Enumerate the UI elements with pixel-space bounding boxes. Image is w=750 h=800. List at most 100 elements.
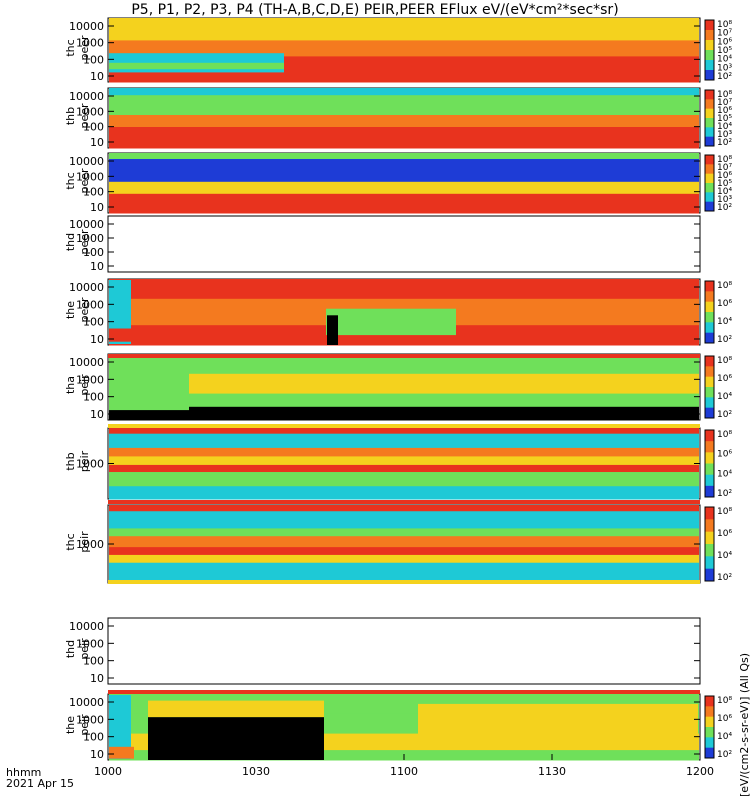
colorbar-tick-label: 10²: [717, 72, 732, 82]
status-bar: [108, 500, 700, 504]
colorbar-tick-label: 10⁶: [717, 714, 732, 724]
y-tick-label: 10: [90, 260, 104, 273]
heat-band: [109, 547, 699, 556]
heat-band: [109, 373, 699, 395]
colorbar-segment: [705, 737, 714, 749]
heat-band: [109, 536, 699, 548]
heat-cell: [148, 717, 324, 760]
colorbar-tick-label: 10⁴: [717, 732, 732, 742]
heat-band: [109, 159, 699, 183]
colorbar-tick-label: 10⁶: [717, 171, 732, 181]
colorbar-segment: [705, 366, 714, 378]
y-tick-label: 10000: [69, 696, 104, 709]
colorbar-tick-label: 10⁶: [717, 374, 732, 384]
panel-label-bottom: peir: [78, 714, 91, 736]
colorbar-segment: [705, 155, 714, 165]
colorbar-tick-label: 10⁶: [717, 450, 732, 460]
panel-label-bottom: peer: [78, 297, 91, 323]
heat-cell: [109, 746, 134, 759]
heat-cell: [148, 700, 324, 718]
heat-band: [109, 447, 699, 457]
colorbar-segment: [705, 452, 714, 464]
colorbar-segment: [705, 507, 714, 520]
colorbar-segment: [705, 430, 714, 442]
heat-band: [109, 193, 699, 214]
colorbar-tick-label: 10³: [717, 130, 732, 140]
heat-band: [109, 456, 699, 466]
colorbar-segment: [705, 376, 714, 388]
heat-cell: [327, 315, 338, 345]
heat-band: [109, 464, 699, 473]
heat-cell: [109, 280, 131, 344]
colorbar-tick-label: 10⁵: [717, 114, 732, 124]
heat-band: [109, 325, 699, 346]
colorbar-tick-label: 10⁶: [717, 37, 732, 47]
colorbar-segment: [705, 463, 714, 476]
y-tick-label: 10000: [69, 218, 104, 231]
colorbar-segment: [705, 192, 714, 203]
heat-band: [109, 127, 699, 149]
colorbar-segment: [705, 397, 714, 409]
colorbar-segment: [705, 70, 714, 81]
colorbar-tick-label: 10⁸: [717, 507, 732, 517]
colorbar-segment: [705, 173, 714, 184]
heat-cell: [109, 695, 131, 759]
panel-label-top: tha: [64, 376, 77, 394]
panel-label-top: thb: [64, 107, 77, 125]
y-tick-label: 1000: [76, 170, 104, 183]
y-tick-label: 1000: [76, 37, 104, 50]
heat-cell: [326, 308, 456, 336]
colorbar-tick-label: 10⁷: [717, 29, 732, 39]
colorbar-tick-label: 10²: [717, 138, 732, 148]
panel-label-bottom: peir: [78, 450, 91, 472]
colorbar-segment: [705, 696, 714, 707]
panel-label-bottom: peir: [78, 638, 91, 660]
heat-cell: [109, 62, 284, 70]
colorbar-segment: [705, 281, 714, 292]
colorbar-segment: [705, 99, 714, 110]
colorbar-tick-label: 10⁸: [717, 281, 732, 291]
colorbar-segment: [705, 706, 714, 718]
colorbar-segment: [705, 183, 714, 193]
y-tick-label: 1000: [76, 232, 104, 245]
y-tick-label: 10000: [69, 620, 104, 633]
y-tick-label: 100: [83, 53, 104, 66]
y-tick-label: 1000: [76, 637, 104, 650]
status-bar: [108, 354, 700, 358]
y-tick-label: 1000: [76, 298, 104, 311]
colorbar-units-label: [eV/(cm2-s-sr-eV)] (All Qs): [738, 652, 750, 797]
colorbar-tick-label: 10⁸: [717, 20, 732, 30]
panel-label-top: thc: [64, 172, 77, 189]
colorbar-segment: [705, 356, 714, 367]
status-bar: [108, 690, 700, 694]
y-tick-label: 10: [90, 408, 104, 421]
colorbar-frame: [704, 154, 715, 212]
colorbar-segment: [705, 474, 714, 487]
colorbar-segment: [705, 90, 714, 100]
colorbar-tick-label: 10⁴: [717, 392, 732, 402]
colorbar-tick-label: 10⁸: [717, 90, 732, 100]
heat-band: [109, 115, 699, 128]
colorbar-segment: [705, 441, 714, 453]
y-tick-label: 10: [90, 748, 104, 761]
heat-cell: [109, 328, 131, 342]
y-tick-label: 1000: [76, 373, 104, 386]
panel-label-bottom: peer: [78, 35, 91, 61]
colorbar-segment: [705, 291, 714, 303]
y-tick-label: 10: [90, 672, 104, 685]
y-tick-label: 100: [83, 186, 104, 199]
panel-label-bottom: peer: [78, 103, 91, 129]
status-bar: [108, 424, 700, 428]
colorbar-tick-label: 10²: [717, 335, 732, 345]
time-axis-label: hhmm: [6, 766, 42, 779]
heat-band: [109, 505, 699, 512]
panel-label-top: thd: [64, 233, 77, 251]
y-tick-label: 1000: [76, 538, 104, 551]
heat-band: [109, 472, 699, 487]
y-tick-label: 1000: [76, 105, 104, 118]
colorbar-tick-label: 10⁸: [717, 356, 732, 366]
colorbar-segment: [705, 716, 714, 728]
panel-label-bottom: peer: [78, 229, 91, 255]
colorbar-segment: [705, 127, 714, 138]
y-tick-label: 10: [90, 136, 104, 149]
